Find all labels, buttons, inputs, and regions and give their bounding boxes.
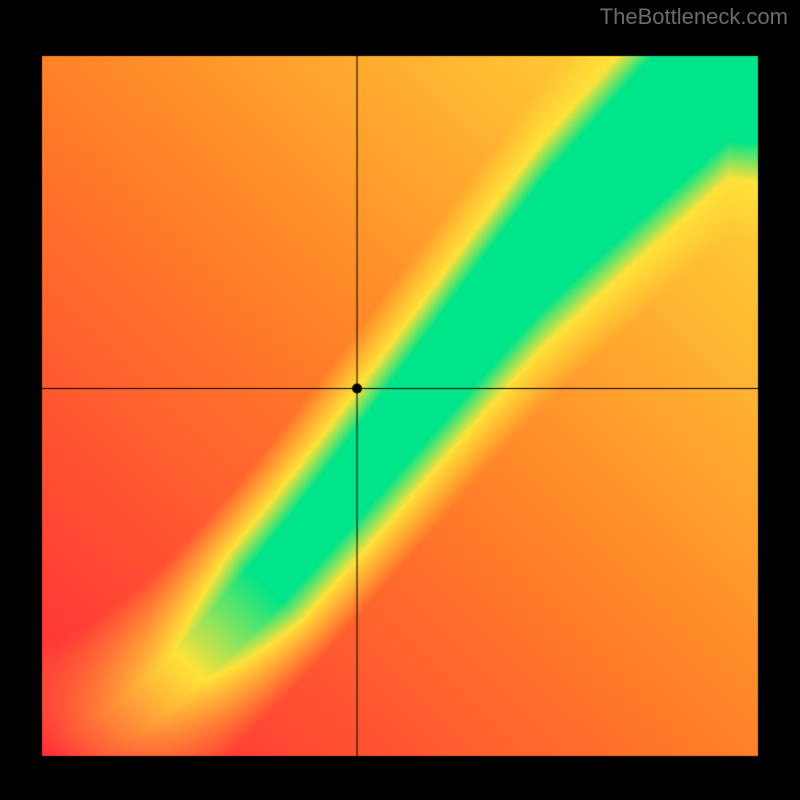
bottleneck-heatmap (0, 0, 800, 800)
chart-container: TheBottleneck.com (0, 0, 800, 800)
watermark-text: TheBottleneck.com (600, 4, 788, 30)
